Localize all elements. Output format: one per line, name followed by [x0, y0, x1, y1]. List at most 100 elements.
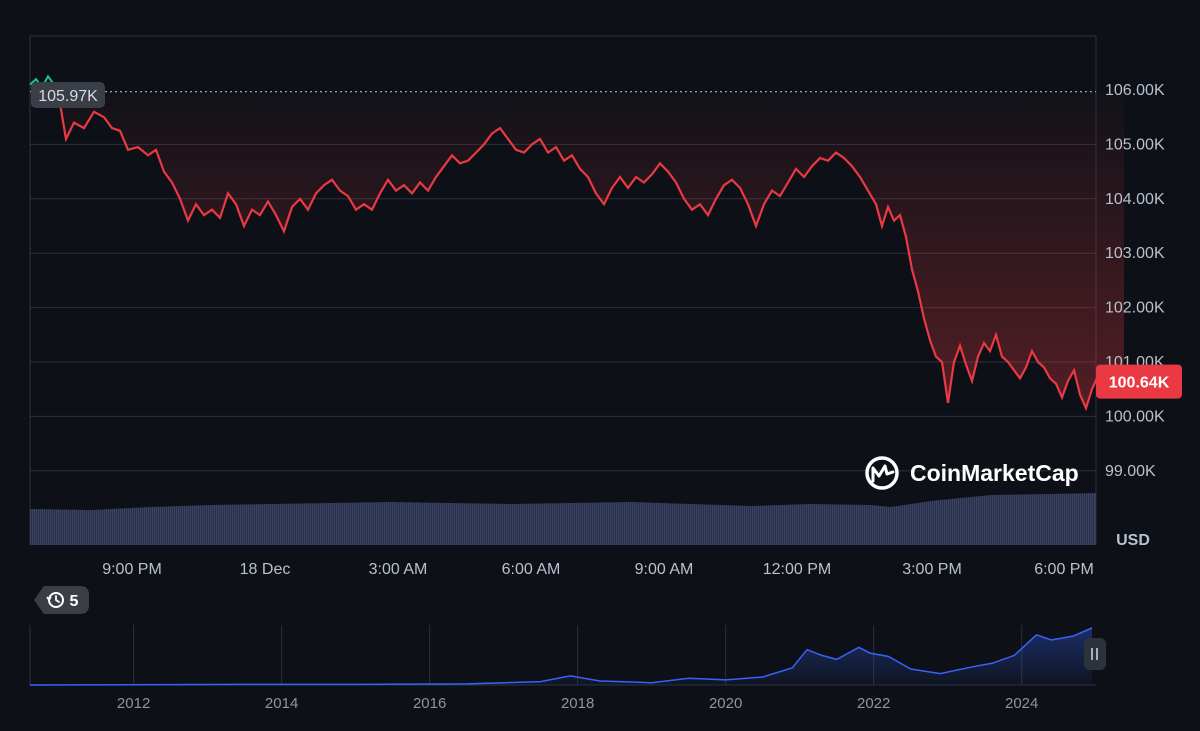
volume-bar — [40, 509, 42, 545]
volume-bar — [726, 505, 728, 545]
volume-bar — [666, 503, 668, 545]
price-area-fill — [58, 91, 1124, 409]
volume-bar — [144, 507, 146, 545]
volume-bar — [862, 504, 864, 545]
volume-bar — [730, 505, 732, 545]
volume-bar — [114, 508, 116, 545]
volume-bar — [318, 503, 320, 545]
volume-bar — [70, 509, 72, 545]
volume-bar — [914, 503, 916, 545]
volume-bar — [822, 504, 824, 545]
volume-bar — [628, 502, 630, 545]
volume-bar — [834, 504, 836, 545]
volume-bar — [524, 503, 526, 545]
volume-bar — [350, 502, 352, 545]
volume-bar — [1082, 493, 1084, 545]
volume-bar — [444, 502, 446, 545]
volume-bar — [764, 505, 766, 545]
volume-bar — [226, 504, 228, 545]
y-axis-unit: USD — [1116, 532, 1150, 549]
volume-bar — [618, 502, 620, 545]
volume-bar — [122, 508, 124, 545]
volume-bar — [60, 509, 62, 545]
volume-bar — [700, 504, 702, 545]
volume-bar — [930, 501, 932, 545]
volume-bar — [900, 505, 902, 545]
volume-bar — [648, 502, 650, 545]
volume-bar — [32, 509, 34, 545]
volume-bar — [752, 505, 754, 545]
navigator-tick-label: 2018 — [561, 695, 594, 712]
volume-bar — [992, 494, 994, 545]
volume-bar — [686, 503, 688, 545]
drag-handle-icon[interactable] — [1084, 638, 1106, 670]
navigator-area — [30, 628, 1092, 685]
brand-name: CoinMarketCap — [910, 460, 1079, 486]
volume-bar — [194, 505, 196, 545]
volume-bar — [44, 509, 46, 545]
volume-bar — [362, 502, 364, 545]
volume-bar — [1060, 493, 1062, 545]
volume-bar — [366, 502, 368, 545]
volume-bar — [464, 503, 466, 545]
volume-bar — [220, 504, 222, 545]
volume-bar — [654, 502, 656, 545]
volume-bar — [304, 503, 306, 545]
current-price-label: 100.64K — [1109, 375, 1170, 392]
volume-bar — [134, 507, 136, 545]
volume-bar — [246, 504, 248, 545]
volume-bar — [342, 502, 344, 545]
volume-bar — [910, 504, 912, 545]
volume-bar — [970, 497, 972, 545]
volume-bar — [168, 506, 170, 545]
volume-bar — [790, 504, 792, 545]
x-tick-label: 6:00 PM — [1034, 561, 1094, 578]
volume-bar — [870, 505, 872, 545]
volume-bar — [808, 504, 810, 545]
volume-bar — [776, 505, 778, 545]
history-clock-icon — [46, 592, 64, 608]
volume-bar — [1094, 493, 1096, 545]
volume-bar — [1068, 493, 1070, 545]
volume-bar — [820, 504, 822, 545]
volume-bar — [262, 504, 264, 545]
volume-bar — [1014, 494, 1016, 545]
history-button[interactable]: 5 — [34, 586, 89, 614]
volume-bar — [572, 502, 574, 545]
volume-bar — [796, 504, 798, 545]
volume-bar — [514, 503, 516, 545]
volume-bar — [592, 502, 594, 545]
volume-bar — [614, 502, 616, 545]
volume-bar — [978, 496, 980, 545]
volume-bar — [126, 508, 128, 545]
volume-bar — [688, 503, 690, 545]
volume-bar — [424, 502, 426, 545]
volume-bar — [570, 503, 572, 545]
volume-bar — [104, 509, 106, 545]
volume-bar — [466, 503, 468, 545]
volume-bar — [646, 502, 648, 545]
volume-bar — [754, 505, 756, 545]
volume-bar — [302, 503, 304, 545]
volume-bar — [1042, 494, 1044, 545]
range-navigator[interactable]: 2012 2014 2016 2018 2020 2022 2024 — [29, 625, 1106, 712]
volume-bar — [462, 503, 464, 545]
volume-bar — [254, 504, 256, 545]
volume-bar — [894, 506, 896, 545]
volume-bar — [600, 502, 602, 545]
volume-bar — [1024, 494, 1026, 545]
volume-bar — [810, 504, 812, 545]
volume-bar — [116, 508, 118, 545]
volume-bar — [138, 507, 140, 545]
volume-bar — [214, 504, 216, 545]
volume-bar — [74, 509, 76, 545]
volume-bar — [488, 503, 490, 545]
volume-bar — [548, 503, 550, 545]
volume-bar — [682, 503, 684, 545]
volume-bar — [354, 502, 356, 545]
volume-bar — [906, 504, 908, 545]
volume-bar — [94, 509, 96, 545]
volume-bar — [136, 507, 138, 545]
volume-bar — [576, 502, 578, 545]
